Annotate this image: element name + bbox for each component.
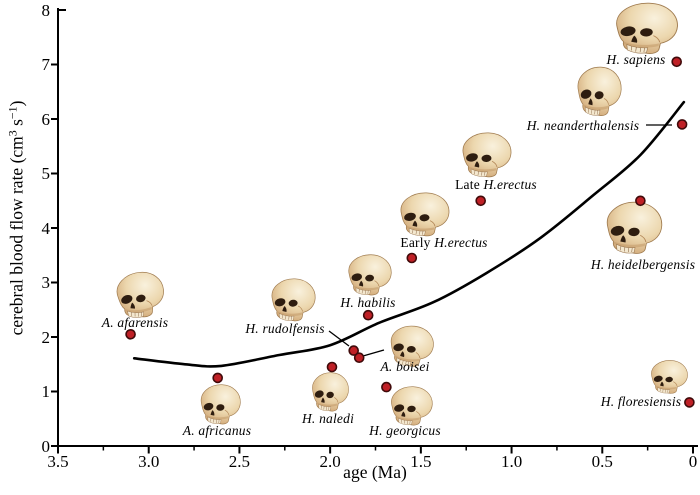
data-point-h-floresiensis [684, 397, 695, 408]
label-roman-part: Early [400, 235, 435, 250]
skull-shape [348, 254, 392, 296]
label-italic-part: H. rudolfensis [245, 321, 325, 336]
skull-late-h-erectus-icon [462, 132, 512, 178]
boisei-pointer-line [362, 349, 385, 357]
label-italic-part: H. sapiens [606, 52, 666, 67]
label-italic-part: H. neanderthalensis [526, 118, 640, 133]
skull-h-naledi-icon [312, 372, 349, 412]
x-tick-label: 0.5 [591, 452, 613, 471]
label-italic-part: H. naledi [301, 411, 355, 426]
x-tick-label: 2.5 [228, 452, 251, 471]
data-points [125, 56, 695, 408]
label-italic-part: A. boisei [380, 359, 430, 374]
y-axis-title: cerebral blood flow rate (cm3 s−1) [5, 101, 28, 336]
skull-h-floresiensis-icon [651, 360, 688, 394]
skull-a-afarensis-icon [114, 269, 168, 321]
rudolfensis-pointer-line [328, 330, 350, 347]
x-tick-label: 1.5 [410, 452, 432, 471]
data-point-a-afarensis [125, 328, 136, 340]
label-a-afarensis: A. afarensis [102, 315, 168, 331]
data-point-h-sapiens [671, 56, 683, 68]
skull-h-heidelbergensis-icon [606, 201, 663, 254]
skull-a-africanus-icon [200, 384, 241, 425]
data-point-h-rudolfensis [348, 345, 360, 356]
label-h-rudolfensis: H. rudolfensis [245, 321, 324, 337]
label-early-h-erectus: Early H.erectus [400, 235, 487, 251]
label-h-neanderthalensis: H. neanderthalensis [527, 118, 640, 134]
data-point-a-boisei [353, 352, 365, 364]
y-title-superscript: 3 [5, 130, 20, 137]
skull-h-georgicus-icon [391, 386, 433, 426]
skull-shape [200, 384, 241, 425]
annotation-pointer-lines [328, 124, 672, 357]
label-h-habilis: H. habilis [340, 295, 395, 311]
label-h-heidelbergensis: H. heidelbergensis [591, 257, 695, 273]
skull-shape [616, 2, 678, 55]
data-point-early-h-erectus [406, 252, 418, 264]
data-point-h-naledi [326, 361, 338, 373]
y-tick-label: 3 [41, 273, 51, 292]
label-italic-part: H.erectus [483, 177, 537, 192]
label-h-sapiens: H. sapiens [607, 52, 666, 68]
y-title-superscript: −1 [5, 106, 20, 120]
x-tick-label: 0 [688, 452, 698, 471]
skull-h-sapiens-icon [616, 2, 678, 55]
skull-shape [462, 132, 512, 178]
y-tick-label: 7 [41, 55, 51, 74]
skull-h-habilis-icon [348, 254, 392, 296]
skull-h-rudolfensis-icon [271, 278, 316, 322]
label-late-h-erectus: Late H.erectus [455, 177, 537, 193]
x-axis-title: age (Ma) [343, 462, 407, 482]
label-italic-part: H. floresiensis [600, 394, 682, 409]
skull-h-neanderthalensis-icon [577, 66, 622, 117]
data-point-late-h-erectus [475, 195, 487, 207]
y-tick-label: 8 [41, 0, 51, 20]
y-title-text: cerebral blood flow rate (cm [6, 136, 27, 336]
y-tick-label: 4 [41, 218, 51, 238]
x-tick-label: 2.0 [319, 452, 341, 471]
label-italic-part: H.erectus [434, 235, 488, 250]
y-tick-label: 5 [41, 164, 51, 183]
label-a-africanus: A. africanus [183, 423, 251, 439]
skull-shape [391, 386, 433, 426]
label-italic-part: H. habilis [340, 295, 396, 310]
label-italic-part: H. georgicus [369, 423, 441, 438]
label-italic-part: A. africanus [182, 423, 252, 438]
data-point-h-georgicus [381, 381, 392, 393]
data-point-h-heidelbergensis [635, 195, 646, 207]
label-italic-part: A. afarensis [101, 315, 169, 330]
data-point-h-habilis [362, 309, 374, 321]
skull-shape [651, 360, 688, 394]
label-a-boisei: A. boisei [380, 359, 429, 375]
y-tick-label: 1 [41, 382, 51, 401]
skull-shape [606, 201, 663, 254]
label-roman-part: Late [455, 177, 484, 192]
y-tick-label: 6 [41, 109, 51, 129]
label-h-georgicus: H. georgicus [369, 423, 441, 439]
x-tick-label: 3.5 [47, 452, 69, 471]
skull-shape [114, 269, 168, 321]
x-tick-label: 3.0 [138, 452, 160, 471]
skull-shape [400, 192, 450, 237]
y-tick-label: 0 [41, 436, 51, 456]
label-italic-part: H. heidelbergensis [590, 257, 696, 272]
skull-shape [312, 372, 349, 412]
skull-shape [271, 278, 316, 322]
skull-early-h-erectus-icon [400, 192, 450, 237]
y-title-text: s [6, 119, 27, 131]
axes [51, 8, 698, 454]
label-h-naledi: H. naledi [302, 411, 354, 427]
x-tick-label: 1.0 [500, 452, 523, 471]
label-h-floresiensis: H. floresiensis [601, 394, 682, 410]
data-point-h-neanderthalensis [676, 119, 688, 130]
y-tick-label: 2 [41, 327, 51, 347]
skull-shape [577, 66, 622, 117]
data-point-a-africanus [212, 372, 223, 384]
